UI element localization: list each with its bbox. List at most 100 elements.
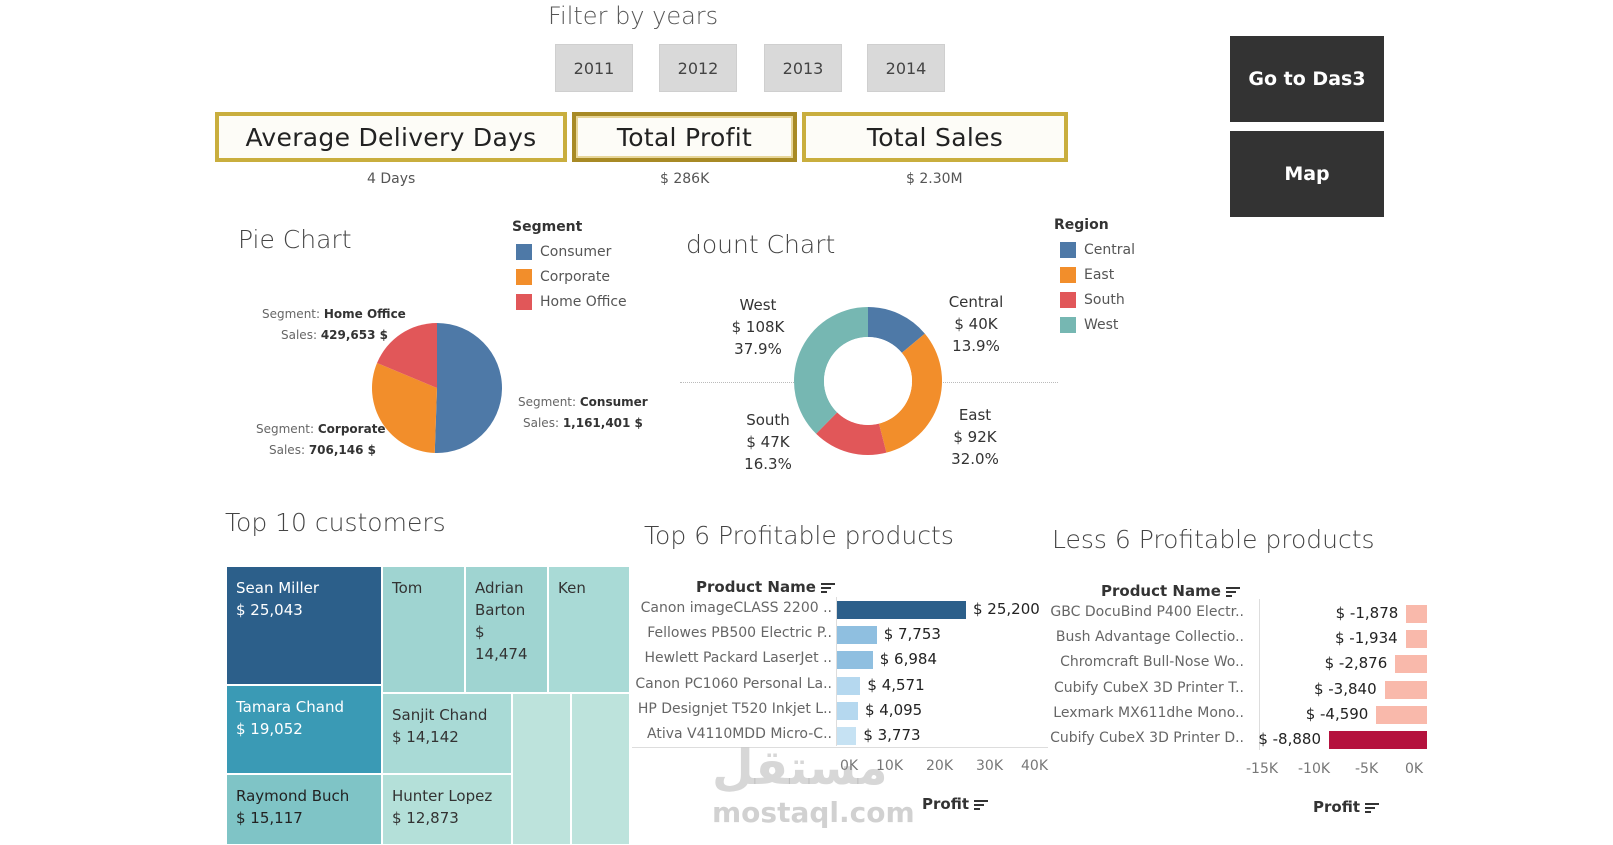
donut-slice-south[interactable] bbox=[816, 412, 887, 455]
go-to-das3-button[interactable]: Go to Das3 bbox=[1230, 36, 1384, 122]
loss-bar[interactable] bbox=[1405, 630, 1427, 649]
bar-category-label: Cubify CubeX 3D Printer D.. bbox=[1050, 730, 1244, 746]
legend-item-consumer[interactable]: Consumer bbox=[516, 244, 611, 260]
sort-icon[interactable] bbox=[820, 582, 835, 593]
legend-label: Corporate bbox=[540, 269, 610, 285]
year-button-2014[interactable]: 2014 bbox=[867, 44, 945, 92]
axis-tick: 30K bbox=[976, 758, 1003, 774]
loss-bar[interactable] bbox=[1395, 655, 1427, 674]
bar-value-label: $ -2,876 bbox=[1324, 654, 1388, 673]
less-products-axis-line bbox=[1259, 599, 1260, 750]
bar-category-label: Cubify CubeX 3D Printer T.. bbox=[1054, 679, 1244, 696]
treemap-cell-sanjit-chand[interactable]: Sanjit Chand $ 14,142 bbox=[382, 693, 512, 774]
less-products-axis-title[interactable]: Profit bbox=[1313, 798, 1379, 816]
south-swatch bbox=[1060, 292, 1076, 308]
less-products-header[interactable]: Product Name bbox=[1101, 582, 1240, 600]
donut-label-central: Central $ 40K 13.9% bbox=[948, 293, 1004, 355]
consumer-swatch bbox=[516, 244, 532, 260]
axis-tick: 0K bbox=[840, 758, 859, 774]
filter-title: Filter by years bbox=[548, 2, 719, 30]
donut-slice-east[interactable] bbox=[878, 333, 942, 453]
pie-chart-title: Pie Chart bbox=[238, 225, 352, 254]
profit-bar[interactable] bbox=[837, 601, 966, 619]
kpi-total-profit: Total Profit bbox=[572, 112, 797, 162]
year-button-2012[interactable]: 2012 bbox=[659, 44, 737, 92]
bar-value-label: $ 4,571 bbox=[867, 675, 925, 694]
kpi-sales-value: $ 2.30M bbox=[906, 171, 963, 187]
treemap-cell-unlabeled-2[interactable] bbox=[571, 693, 630, 845]
bar-category-label: GBC DocuBind P400 Electr.. bbox=[1050, 604, 1244, 620]
bar-value-label: $ -3,840 bbox=[1313, 679, 1377, 698]
top-products-axis-baseline bbox=[632, 747, 1048, 748]
profit-bar[interactable] bbox=[837, 676, 861, 695]
legend-item-east[interactable]: East bbox=[1060, 267, 1114, 283]
axis-tick: 20K bbox=[926, 758, 953, 774]
treemap-cell-sean-miller[interactable]: Sean Miller $ 25,043 bbox=[226, 566, 382, 685]
bar-category-label: Bush Advantage Collectio.. bbox=[1055, 629, 1244, 646]
year-button-2013[interactable]: 2013 bbox=[764, 44, 842, 92]
donut-label-west: West $ 108K 37.9% bbox=[731, 296, 785, 358]
watermark-latin: mostaql.com bbox=[712, 796, 915, 829]
pie-value-consumer: Sales: 1,161,401 $ bbox=[523, 416, 643, 430]
kpi-profit-value: $ 286K bbox=[660, 171, 710, 187]
profit-bar[interactable] bbox=[837, 727, 857, 745]
bar-category-label: Lexmark MX611dhe Mono.. bbox=[1053, 704, 1244, 721]
pie-label-corporate: Segment: Corporate bbox=[256, 422, 386, 436]
watermark-arabic: مستقل bbox=[712, 740, 888, 796]
bar-value-label: $ 25,200 bbox=[973, 600, 1040, 618]
axis-tick: -10K bbox=[1298, 761, 1331, 777]
treemap-cell-adrian-barton[interactable]: Adrian Barton $ 14,474 bbox=[465, 566, 548, 693]
profit-bar[interactable] bbox=[837, 701, 858, 720]
corporate-swatch bbox=[516, 269, 532, 285]
legend-label: Central bbox=[1084, 242, 1135, 258]
loss-bar[interactable] bbox=[1406, 605, 1427, 623]
bar-category-label: Hewlett Packard LaserJet .. bbox=[644, 650, 832, 667]
pie-slice-home-office[interactable] bbox=[377, 323, 437, 388]
bar-value-label: $ -8,880 bbox=[1258, 730, 1321, 748]
legend-label: Consumer bbox=[540, 244, 612, 260]
loss-bar[interactable] bbox=[1376, 705, 1427, 724]
legend-item-corporate[interactable]: Corporate bbox=[516, 269, 610, 285]
donut-label-east: East $ 92K 32.0% bbox=[951, 406, 999, 468]
treemap-cell-ken[interactable]: Ken bbox=[548, 566, 630, 693]
bar-category-label: HP Designjet T520 Inkjet L.. bbox=[637, 700, 832, 717]
year-button-2011[interactable]: 2011 bbox=[555, 44, 633, 92]
bar-category-label: Chromcraft Bull-Nose Wo.. bbox=[1060, 654, 1244, 671]
axis-tick: 40K bbox=[1021, 758, 1048, 774]
profit-bar[interactable] bbox=[837, 651, 873, 670]
bar-category-label: Fellowes PB500 Electric P.. bbox=[647, 625, 832, 642]
bar-value-label: $ -4,590 bbox=[1305, 704, 1369, 723]
east-swatch bbox=[1060, 267, 1076, 283]
kpi-average-delivery-days: Average Delivery Days bbox=[215, 112, 567, 162]
top-products-header[interactable]: Product Name bbox=[696, 578, 835, 596]
donut-slice-central[interactable] bbox=[868, 307, 925, 353]
loss-bar[interactable] bbox=[1329, 731, 1427, 749]
pie-slice-consumer[interactable] bbox=[434, 323, 503, 453]
top-products-axis-title[interactable]: Profit bbox=[922, 795, 988, 813]
sort-icon[interactable] bbox=[974, 799, 988, 810]
pie-label-home-office: Segment: Home Office bbox=[262, 307, 406, 321]
pie-value-corporate: Sales: 706,146 $ bbox=[269, 443, 376, 457]
axis-tick: 0K bbox=[1405, 761, 1424, 777]
pie-label-consumer: Segment: Consumer bbox=[518, 395, 648, 409]
segment-legend-title: Segment bbox=[512, 219, 583, 235]
legend-item-central[interactable]: Central bbox=[1060, 242, 1135, 258]
map-button[interactable]: Map bbox=[1230, 131, 1384, 217]
loss-bar[interactable] bbox=[1384, 680, 1427, 699]
treemap-cell-tamara-chand[interactable]: Tamara Chand $ 19,052 bbox=[226, 685, 382, 774]
bar-value-label: $ 6,984 bbox=[879, 650, 938, 669]
pie-slice-corporate[interactable] bbox=[372, 362, 437, 453]
sort-icon[interactable] bbox=[1225, 586, 1240, 597]
legend-item-west[interactable]: West bbox=[1060, 317, 1118, 333]
treemap-cell-tom[interactable]: Tom bbox=[382, 566, 465, 693]
sort-icon[interactable] bbox=[1365, 802, 1379, 813]
legend-item-home-office[interactable]: Home Office bbox=[516, 294, 627, 310]
treemap-cell-unlabeled-1[interactable] bbox=[512, 693, 571, 845]
legend-label: Home Office bbox=[540, 294, 627, 310]
profit-bar[interactable] bbox=[837, 626, 877, 645]
treemap-cell-raymond-buch[interactable]: Raymond Buch $ 15,117 bbox=[226, 774, 382, 845]
donut-chart bbox=[794, 307, 942, 455]
legend-item-south[interactable]: South bbox=[1060, 292, 1125, 308]
donut-slice-west[interactable] bbox=[794, 307, 868, 434]
treemap-cell-hunter-lopez[interactable]: Hunter Lopez $ 12,873 bbox=[382, 774, 512, 845]
